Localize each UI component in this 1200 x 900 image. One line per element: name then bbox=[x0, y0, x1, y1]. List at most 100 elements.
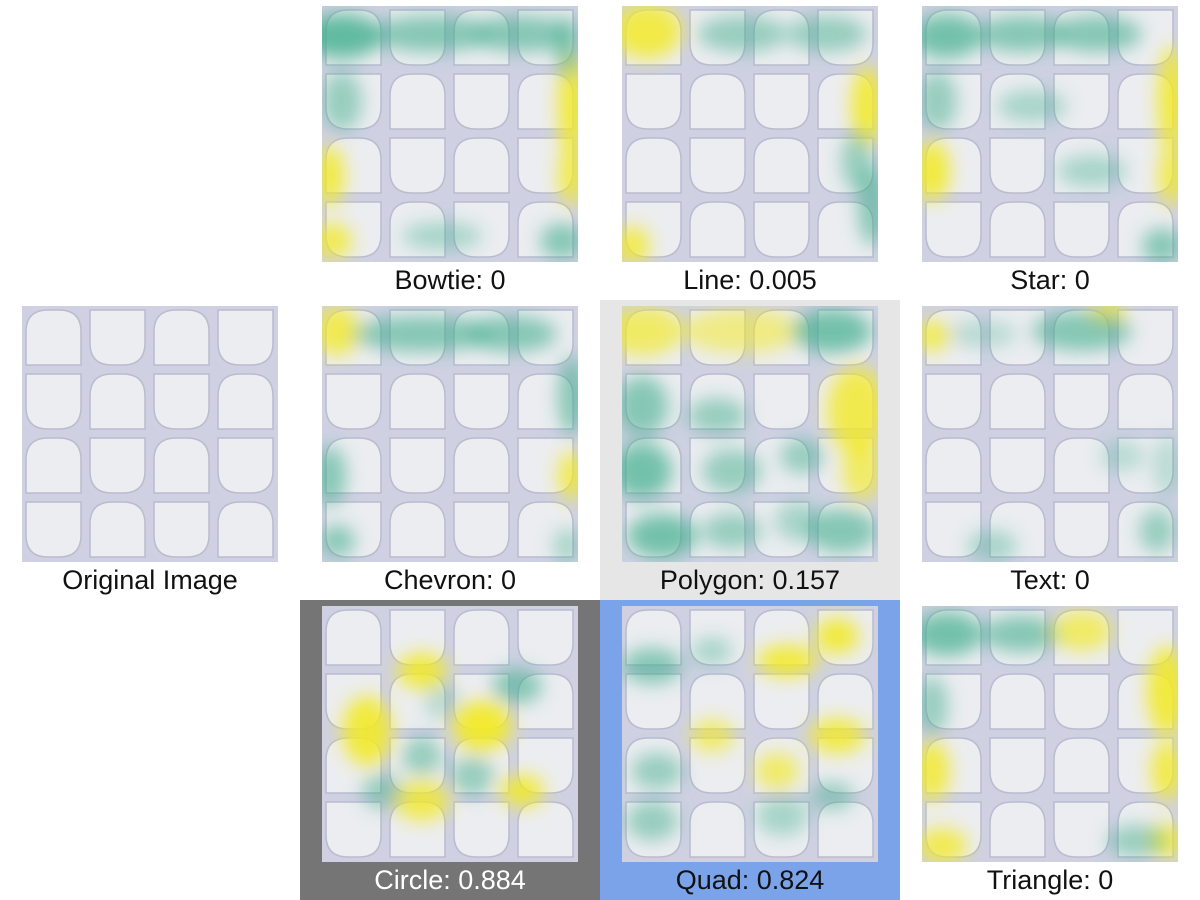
heat-blob bbox=[967, 530, 1017, 562]
heat-blob bbox=[922, 320, 948, 352]
heat-blob bbox=[1158, 46, 1178, 156]
heat-blob bbox=[922, 14, 982, 58]
heatmap-quad bbox=[622, 606, 878, 862]
tile-piece bbox=[217, 373, 274, 430]
text-texture bbox=[922, 306, 1178, 562]
heat-blob bbox=[841, 131, 873, 191]
heat-blob bbox=[1052, 16, 1142, 52]
heat-blob bbox=[756, 796, 808, 836]
tile-piece bbox=[1053, 737, 1110, 794]
heat-blob bbox=[402, 736, 442, 776]
heat-blob bbox=[922, 141, 950, 201]
tile-piece bbox=[689, 73, 746, 130]
tile-piece bbox=[1053, 373, 1110, 430]
tile-piece bbox=[325, 801, 382, 858]
panel-original: Original Image bbox=[0, 300, 300, 600]
heat-blob bbox=[622, 376, 668, 436]
tile-piece bbox=[1117, 309, 1174, 366]
heat-blob bbox=[322, 146, 344, 206]
heat-blob bbox=[558, 356, 578, 436]
panel-triangle: Triangle: 0 bbox=[900, 600, 1200, 900]
heat-blob bbox=[810, 782, 854, 810]
original-image bbox=[22, 306, 278, 562]
heat-blob bbox=[807, 509, 877, 553]
tile-piece bbox=[25, 437, 82, 494]
heat-blob bbox=[1100, 440, 1144, 472]
caption-line: Line: 0.005 bbox=[683, 265, 817, 295]
heatmap-line bbox=[622, 6, 878, 262]
panel-line: Line: 0.005 bbox=[600, 0, 900, 300]
heat-blob bbox=[558, 51, 578, 161]
heat-blob bbox=[1147, 646, 1178, 736]
heat-blob bbox=[1052, 611, 1112, 651]
tile-piece bbox=[1053, 501, 1110, 558]
heat-blob bbox=[1153, 436, 1178, 496]
quad-texture bbox=[622, 606, 878, 862]
tile-piece bbox=[517, 801, 574, 858]
caption-circle: Circle: 0.884 bbox=[374, 865, 526, 895]
heat-blob bbox=[622, 226, 650, 262]
heat-blob bbox=[372, 16, 492, 52]
original-texture bbox=[22, 306, 278, 562]
heat-blob bbox=[692, 637, 732, 665]
tile-piece bbox=[625, 73, 682, 130]
heat-blob bbox=[452, 701, 512, 751]
heat-blob bbox=[922, 676, 948, 736]
tile-piece bbox=[925, 373, 982, 430]
tile-piece bbox=[989, 801, 1046, 858]
heat-blob bbox=[555, 16, 578, 76]
chevron-texture bbox=[322, 306, 578, 562]
heat-blob bbox=[780, 438, 824, 474]
heat-blob bbox=[622, 6, 682, 59]
polygon-texture bbox=[622, 306, 878, 562]
tile-piece bbox=[989, 373, 1046, 430]
heat-blob bbox=[1158, 146, 1178, 206]
tile-piece bbox=[625, 673, 682, 730]
panel-star: Star: 0 bbox=[900, 0, 1200, 300]
triangle-texture bbox=[922, 606, 1178, 862]
heat-blob bbox=[922, 612, 982, 656]
tile-piece bbox=[989, 673, 1046, 730]
heat-blob bbox=[697, 16, 787, 52]
heat-blob bbox=[1057, 155, 1127, 187]
panel-circle: Circle: 0.884 bbox=[300, 600, 600, 900]
tile-piece bbox=[153, 437, 210, 494]
caption-polygon: Polygon: 0.157 bbox=[659, 565, 841, 595]
heatmap-circle bbox=[322, 606, 578, 862]
heat-blob bbox=[922, 828, 967, 862]
heat-blob bbox=[397, 653, 447, 689]
tile-piece bbox=[1053, 801, 1110, 858]
heat-blob bbox=[1151, 741, 1178, 801]
heat-blob bbox=[322, 525, 355, 557]
heat-blob bbox=[492, 668, 542, 704]
tile-piece bbox=[925, 437, 982, 494]
tile-piece bbox=[753, 673, 810, 730]
tile-piece bbox=[689, 137, 746, 194]
heat-blob bbox=[682, 309, 802, 353]
tile-piece bbox=[989, 737, 1046, 794]
tile-piece bbox=[153, 373, 210, 430]
tile-piece bbox=[89, 373, 146, 430]
heat-blob bbox=[322, 223, 352, 259]
panel-text: Text: 0 bbox=[900, 300, 1200, 600]
heat-blob bbox=[1107, 825, 1167, 857]
tile-piece bbox=[753, 73, 810, 130]
caption-chevron: Chevron: 0 bbox=[383, 565, 517, 595]
tile-piece bbox=[689, 737, 746, 794]
heat-blob bbox=[690, 720, 734, 752]
heat-blob bbox=[815, 618, 859, 654]
heat-blob bbox=[540, 223, 578, 259]
tile-piece bbox=[989, 437, 1046, 494]
heatmap-bowtie bbox=[322, 6, 578, 262]
heat-blob bbox=[851, 66, 878, 146]
heat-blob bbox=[1142, 228, 1178, 262]
tile-piece bbox=[625, 137, 682, 194]
heat-blob bbox=[922, 741, 950, 801]
tile-piece bbox=[217, 309, 274, 366]
tile-piece bbox=[989, 201, 1046, 258]
caption-triangle: Triangle: 0 bbox=[986, 865, 1114, 895]
tile-piece bbox=[153, 501, 210, 558]
heat-blob bbox=[394, 781, 450, 821]
tile-piece bbox=[453, 609, 510, 666]
heat-blob bbox=[842, 441, 878, 501]
